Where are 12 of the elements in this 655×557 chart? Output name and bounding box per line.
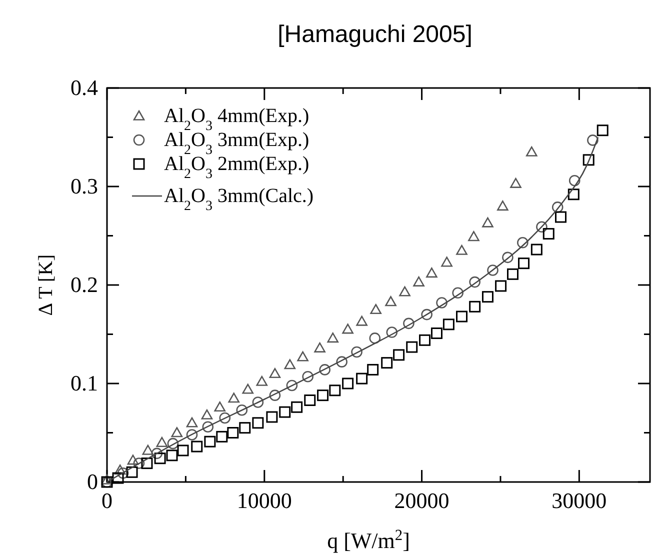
y-tick-label: 0.1 (70, 370, 98, 396)
y-tick-label: 0.4 (70, 75, 98, 100)
x-tick-label: 10000 (236, 488, 292, 513)
y-tick-label: 0.2 (70, 272, 98, 297)
y-tick-label: 0 (87, 469, 98, 494)
y-axis-title: Δ T [K] (35, 254, 57, 316)
x-axis-title: q [W/m$^{2}$] (327, 526, 410, 553)
x-tick-label: 30000 (552, 488, 607, 513)
legend-label: Al$_{2}$O$_{3}$ 3mm(Calc.) (164, 185, 314, 214)
chart-title: [Hamaguchi 2005] (278, 21, 472, 48)
x-tick-label: 20000 (394, 488, 450, 513)
y-tick-label: 0.3 (70, 174, 98, 198)
